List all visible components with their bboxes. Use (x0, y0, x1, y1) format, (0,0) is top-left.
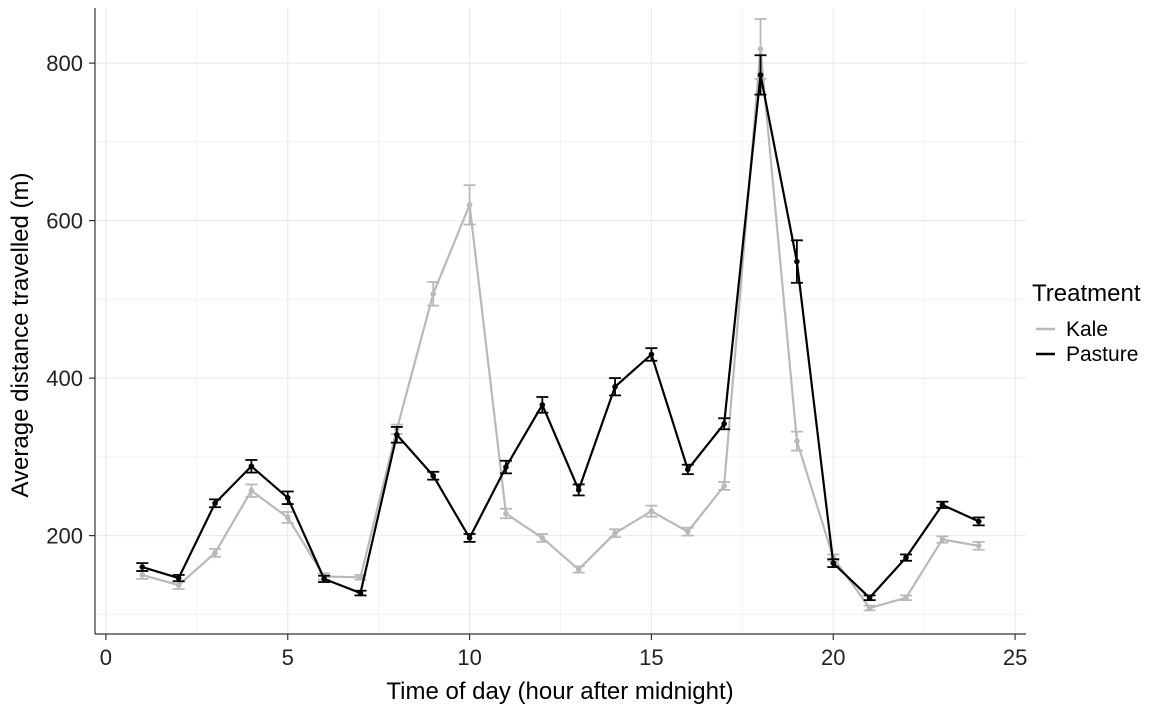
x-tick-label: 15 (639, 645, 663, 670)
kale-point (175, 582, 182, 588)
x-tick-label: 10 (457, 645, 481, 670)
x-tick-label: 20 (821, 645, 845, 670)
x-tick-label: 0 (100, 645, 112, 670)
kale-point (575, 566, 582, 573)
pasture-point (757, 72, 764, 78)
kale-point (466, 202, 473, 208)
kale-point (248, 487, 255, 494)
pasture-point (321, 576, 327, 582)
pasture-point (284, 494, 291, 501)
pasture-point (430, 472, 437, 479)
pasture-point (212, 500, 218, 507)
kale-point (212, 550, 218, 556)
pasture-point (612, 383, 618, 390)
pasture-point (721, 420, 727, 427)
y-tick-label: 400 (46, 366, 83, 391)
kale-point (794, 438, 800, 444)
kale-point (539, 535, 546, 541)
y-tick-label: 200 (46, 524, 83, 549)
y-tick-label: 800 (46, 51, 83, 76)
series-layer (136, 18, 985, 612)
legend-label-pasture: Pasture (1066, 343, 1138, 366)
kale-point (684, 528, 691, 535)
legend-label-kale: Kale (1066, 318, 1108, 341)
pasture-point (975, 518, 982, 525)
axes (89, 8, 1026, 640)
pasture-point (248, 463, 255, 470)
pasture-point (684, 466, 691, 473)
grid-lines (95, 8, 1026, 634)
pasture-point (394, 431, 400, 438)
kale-point (357, 574, 364, 581)
pasture-point (903, 554, 909, 561)
kale-point (284, 514, 291, 521)
pasture-line (141, 73, 980, 599)
tick-labels: 0 5 10 15 20 25 200 400 600 800 (46, 51, 1027, 670)
kale-point (939, 536, 946, 543)
series-pasture (136, 54, 985, 602)
kale-point (648, 508, 655, 514)
pasture-point (466, 535, 473, 541)
kale-point (721, 483, 727, 489)
y-axis-title: Average distance travelled (m) (7, 172, 34, 497)
kale-point (503, 510, 509, 517)
pasture-point (575, 487, 582, 493)
kale-point (757, 46, 764, 52)
kale-point (430, 291, 437, 297)
kale-point (903, 594, 909, 601)
kale-point (612, 530, 618, 537)
pasture-point (939, 502, 946, 508)
x-axis-title: Time of day (hour after midnight) (386, 678, 733, 705)
pasture-point (175, 575, 182, 581)
x-tick-label: 5 (282, 645, 294, 670)
kale-point (139, 572, 146, 578)
pasture-point (539, 402, 546, 408)
pasture-point (866, 594, 873, 601)
pasture-point (357, 590, 364, 596)
kale-point (866, 605, 873, 611)
pasture-point (830, 560, 837, 566)
pasture-point (503, 464, 509, 470)
y-tick-label: 600 (46, 209, 83, 234)
legend-title: Treatment (1032, 280, 1141, 307)
x-tick-label: 25 (1003, 645, 1027, 670)
kale-line (141, 47, 979, 610)
pasture-point (794, 258, 800, 265)
pasture-point (648, 351, 655, 358)
pasture-point (139, 564, 146, 570)
kale-point (975, 543, 982, 549)
